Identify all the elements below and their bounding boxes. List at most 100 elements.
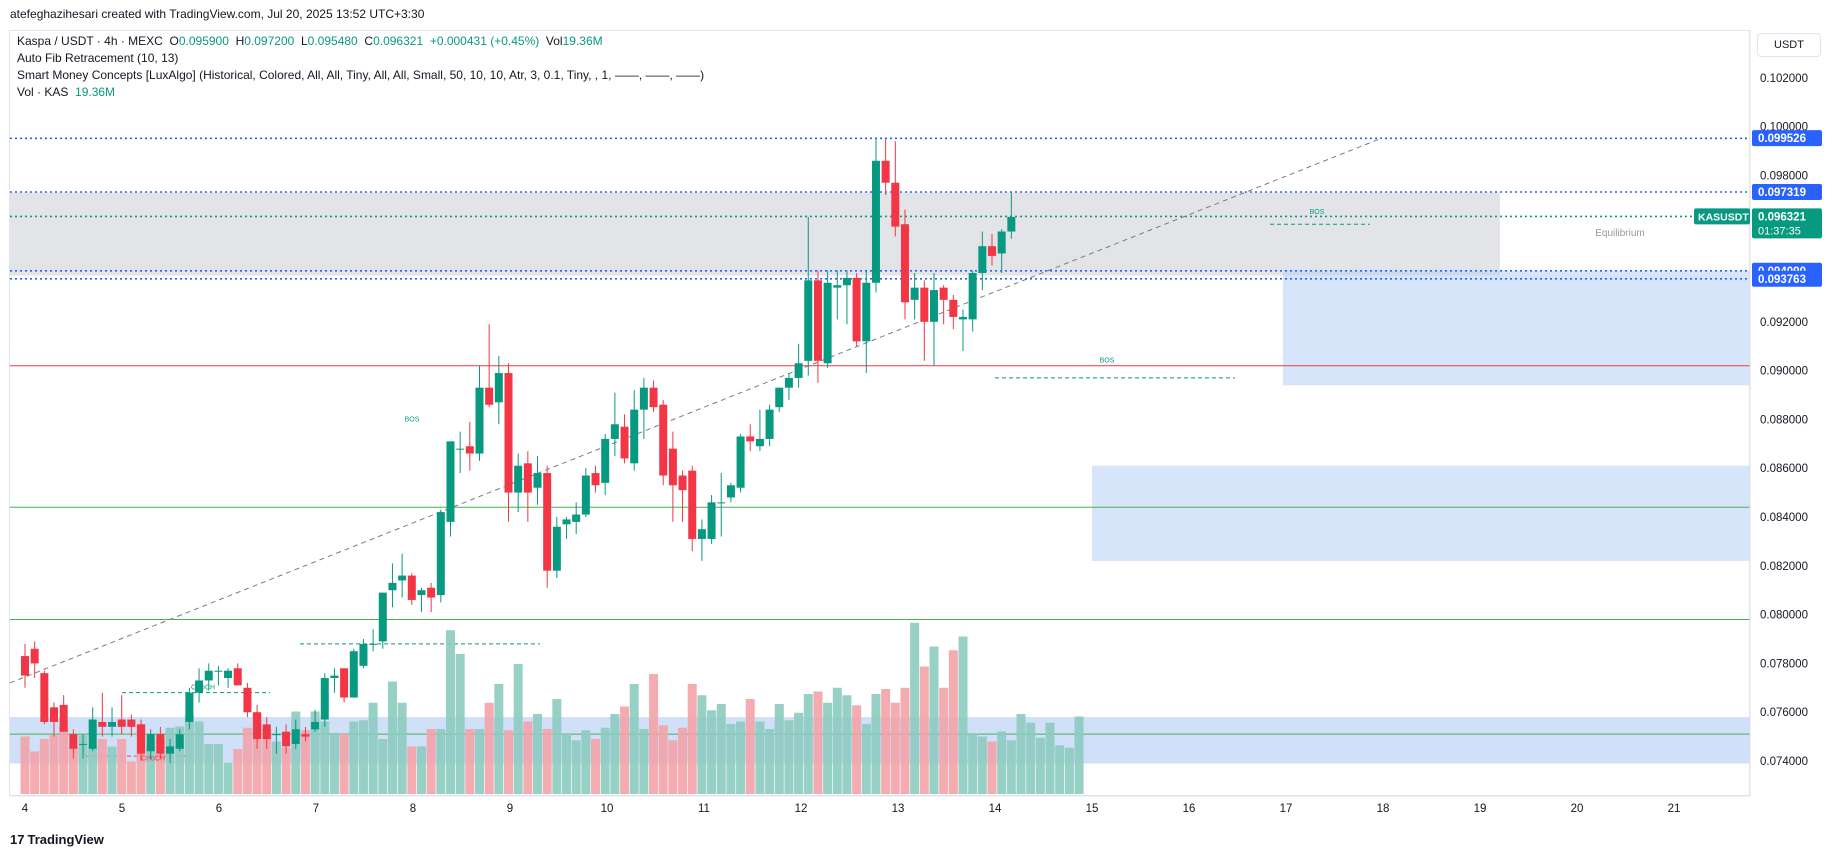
candle-body [891, 182, 900, 227]
candle-body [978, 246, 987, 273]
close-value: 0.096321 [373, 34, 424, 48]
price-tick-label: 0.102000 [1760, 73, 1808, 85]
price-tag-value: 0.096321 [1758, 211, 1807, 223]
volume-bar [155, 739, 165, 794]
candle [456, 431, 465, 474]
candle [50, 702, 59, 737]
candle-body [30, 648, 39, 664]
volume-bar [900, 687, 910, 794]
candle [59, 695, 68, 732]
candle [726, 482, 735, 503]
candle [262, 717, 271, 749]
indicator-volume[interactable]: Vol · KAS 19.36M [17, 84, 704, 101]
candle-body [639, 387, 648, 410]
candle-body [137, 724, 146, 754]
volume-bar [465, 729, 475, 794]
currency-selector[interactable]: USDT [1757, 33, 1821, 57]
candle-body [630, 409, 639, 464]
volume-bar [339, 734, 349, 794]
candle-body [988, 246, 996, 256]
candle-body [852, 277, 861, 342]
volume-bar [1074, 716, 1084, 794]
candle-body [407, 575, 416, 600]
candle [620, 414, 629, 464]
volume-bar [474, 729, 484, 794]
candle-body [417, 590, 426, 596]
candle [40, 670, 49, 725]
indicator-smc[interactable]: Smart Money Concepts [LuxAlgo] (Historic… [17, 68, 705, 82]
candle [881, 138, 890, 195]
volume-bar [271, 741, 281, 794]
candle-body [765, 409, 774, 439]
price-tick-label: 0.084000 [1760, 512, 1808, 524]
fib-trend-line [9, 138, 1381, 684]
candle [311, 709, 320, 732]
candle-body [804, 280, 813, 361]
tradingview-brand: TradingView [27, 832, 104, 847]
candle-body [746, 436, 755, 442]
candle [755, 409, 764, 452]
volume-bar [813, 691, 823, 794]
volume-bar [620, 706, 630, 794]
tradingview-logo[interactable]: 17 TradingView [10, 832, 104, 847]
candle [514, 453, 523, 513]
volume-bar [387, 681, 397, 794]
candle-body [572, 514, 581, 522]
candle [958, 309, 967, 352]
low-value: 0.095480 [307, 34, 358, 48]
volume-bar [368, 702, 378, 794]
candle [697, 519, 706, 561]
volume-bar [842, 695, 852, 794]
volume-bar [610, 714, 620, 794]
candle-body [320, 678, 329, 720]
volume-bar [736, 721, 746, 794]
candle-body [842, 277, 851, 286]
candle-body [910, 287, 919, 300]
candle [224, 668, 233, 688]
price-tick-label: 0.074000 [1760, 756, 1808, 768]
candle [88, 707, 97, 752]
candle-body [533, 473, 542, 488]
volume-bar [107, 746, 117, 794]
volume-bar [687, 684, 697, 794]
candle-body [456, 448, 465, 450]
candle-body [543, 473, 552, 571]
candle [823, 270, 832, 369]
candle [929, 273, 938, 366]
indicator-fib[interactable]: Auto Fib Retracement (10, 13) [17, 51, 179, 65]
volume-bar [146, 746, 156, 794]
candle-body [166, 746, 175, 754]
time-tick-label: 5 [119, 803, 125, 815]
volume-bar [726, 724, 736, 794]
volume-bar [881, 689, 891, 794]
candle-body [591, 473, 600, 486]
volume-bar [88, 747, 98, 794]
ohlc-row: Kaspa / USDT · 4h · MEXC O0.095900 H0.09… [17, 33, 704, 50]
volume-bar [20, 736, 30, 794]
volume-bar [707, 710, 717, 794]
candle [195, 668, 204, 703]
candle [301, 726, 310, 742]
volume-bar [852, 705, 862, 794]
candle-body [794, 363, 803, 378]
volume-indicator-label: Vol · KAS [17, 85, 69, 99]
candle-body [88, 719, 97, 749]
volume-bar [871, 694, 881, 794]
candle-body [514, 465, 523, 493]
candle [204, 663, 213, 691]
candle-body [659, 404, 668, 476]
symbol-label[interactable]: Kaspa / USDT · 4h · MEXC [17, 34, 163, 48]
candle-body [707, 502, 716, 539]
candle [920, 280, 929, 361]
candle [842, 270, 851, 325]
volume-bar [117, 739, 127, 794]
candle [794, 343, 803, 388]
candle [398, 553, 407, 598]
volume-bar [716, 704, 726, 794]
candle-body [50, 707, 59, 722]
candle-body [726, 485, 735, 498]
candle-body [243, 687, 252, 713]
candle [581, 468, 590, 517]
candle [813, 270, 822, 383]
